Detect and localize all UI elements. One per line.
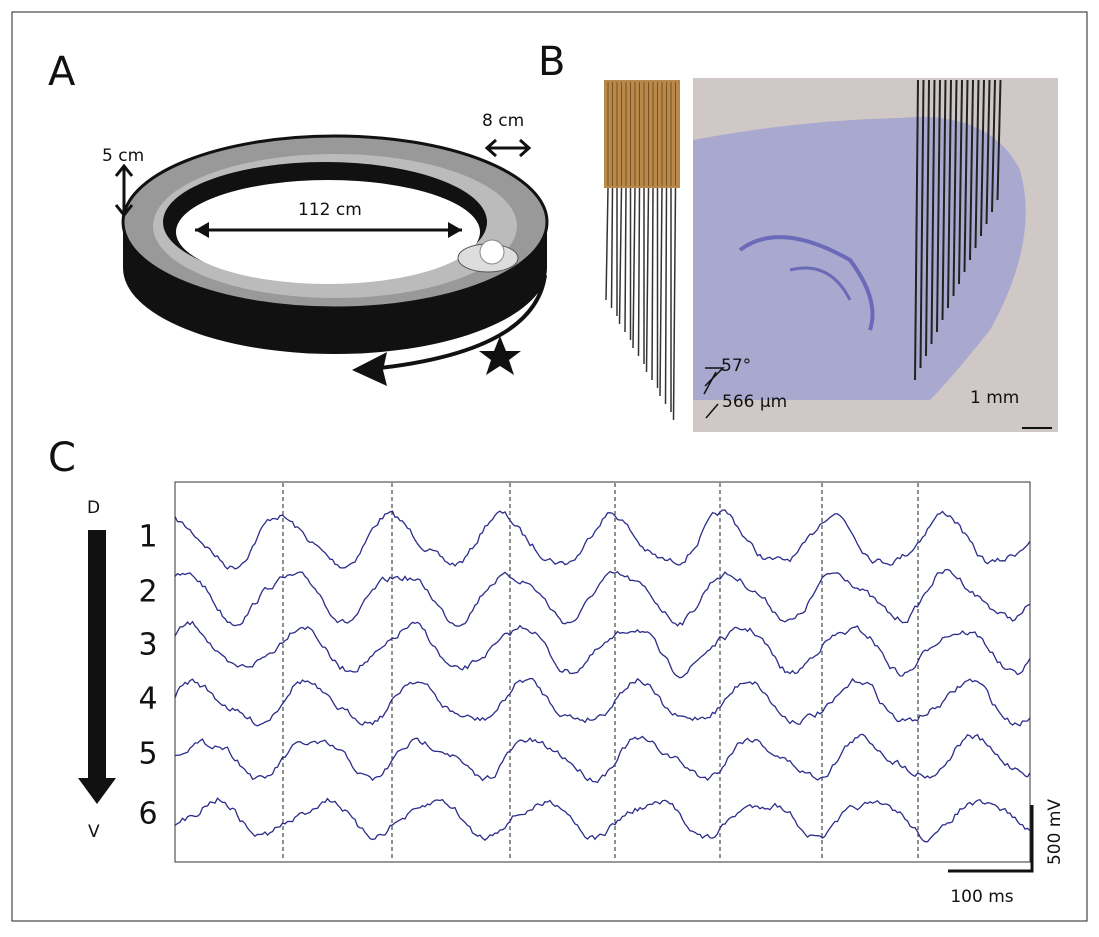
shank-track (969, 79, 974, 261)
shank (645, 187, 650, 373)
lfp-trace (174, 797, 1031, 843)
shank-track (991, 79, 996, 213)
height-label: 5 cm (102, 146, 144, 166)
channel-label: 6 (138, 797, 157, 832)
ventral-label: V (88, 822, 100, 842)
shank-track (925, 79, 930, 357)
shank (672, 187, 677, 421)
shank (659, 187, 663, 397)
shank (624, 187, 627, 333)
shank-track (919, 79, 925, 369)
lfp-trace (174, 509, 1031, 570)
shank-track (996, 79, 1002, 201)
scale-bar (948, 805, 1034, 873)
channel-label: 1 (138, 520, 157, 555)
channel-label: 4 (138, 682, 157, 717)
channel-label: 2 (138, 575, 157, 610)
cycle-markers (282, 483, 919, 861)
scale-label: 1 mm (970, 388, 1019, 408)
angle-label: 57° (721, 356, 751, 376)
shank-track (952, 79, 958, 297)
width-label: 8 cm (482, 111, 524, 131)
shank (605, 187, 609, 301)
shank-track (914, 79, 919, 381)
shank-track (941, 79, 947, 321)
lfp-trace (174, 620, 1031, 679)
diameter-label: 112 cm (298, 200, 362, 220)
panel-label: C (48, 435, 76, 481)
traces (174, 509, 1031, 843)
shank-track (974, 79, 980, 249)
spacing-label: 566 µm (722, 392, 787, 412)
shank-track (985, 79, 991, 225)
panel-label: A (48, 49, 76, 95)
shank-track (930, 79, 936, 345)
histology-image (693, 78, 1058, 432)
plot-box (174, 481, 1031, 863)
shank-track (963, 79, 969, 273)
panel-label: B (538, 39, 565, 85)
shank-track (947, 79, 952, 309)
track-diagram (114, 134, 549, 386)
shank-track (980, 79, 985, 237)
shank (637, 187, 641, 357)
electrode-photo (604, 80, 680, 421)
channel-label: 5 (138, 737, 157, 772)
shank-track (958, 79, 963, 285)
amplitude-scale: 500 mV (1045, 799, 1065, 865)
shank-track (936, 79, 941, 333)
shank (610, 187, 614, 309)
shank (632, 187, 636, 349)
time-scale: 100 ms (950, 887, 1013, 907)
depth-arrow (78, 530, 116, 804)
shank (618, 187, 623, 325)
lfp-trace (174, 568, 1031, 627)
channel-label: 3 (138, 628, 157, 663)
lfp-trace (174, 677, 1031, 727)
dorsal-label: D (87, 498, 100, 518)
shank (664, 187, 668, 405)
lfp-trace (174, 733, 1031, 784)
shank (651, 187, 654, 381)
